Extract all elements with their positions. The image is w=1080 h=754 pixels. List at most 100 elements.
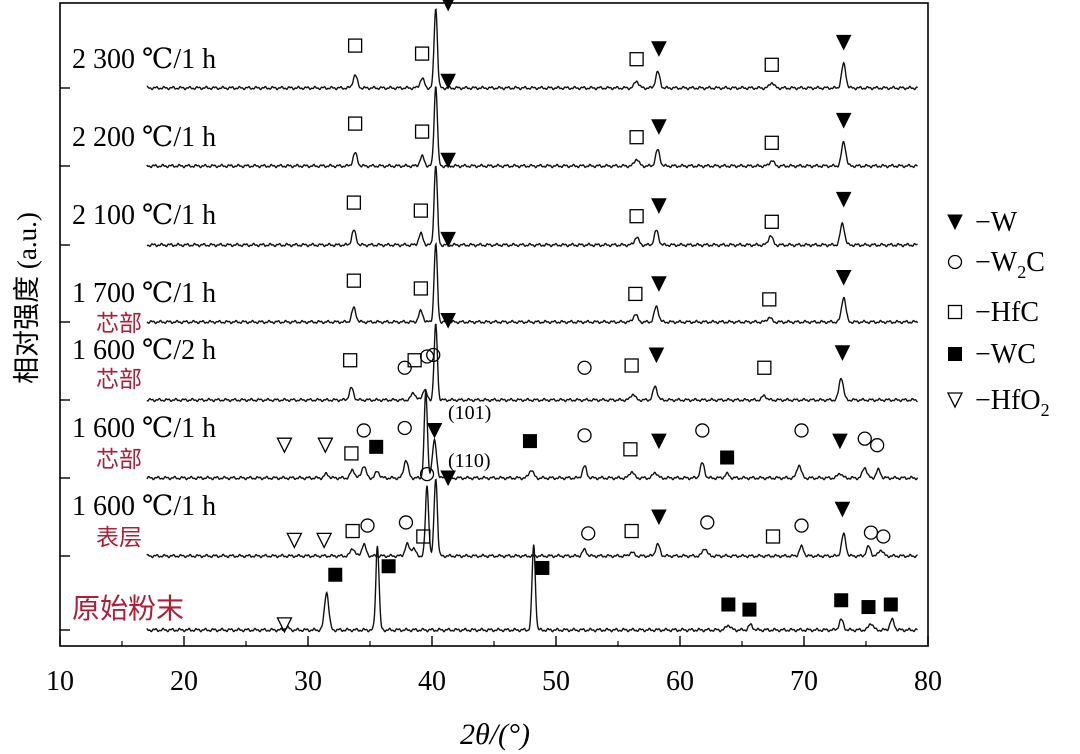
- phase-marker-w: [440, 73, 456, 90]
- phase-marker-hfc: [629, 209, 644, 224]
- phase-marker-wc: [742, 602, 757, 617]
- x-tick-label: 50: [542, 666, 570, 697]
- x-axis-label: 2θ/(°): [460, 718, 530, 751]
- phase-marker-w2c: [360, 518, 375, 533]
- phase-marker-hfc: [414, 46, 430, 61]
- phase-marker-hfc: [413, 203, 428, 218]
- phase-marker-w: [651, 276, 667, 292]
- legend-label: −HfC: [975, 297, 1039, 328]
- phase-marker-hfc: [764, 57, 779, 72]
- phase-marker-w2c: [870, 438, 885, 453]
- phase-marker-hfc: [624, 523, 639, 539]
- phase-marker-hfo2: [276, 437, 293, 454]
- phase-marker-w: [835, 34, 852, 51]
- xrd-trace: [146, 478, 918, 559]
- phase-marker-w: [426, 422, 443, 439]
- annotation-101: (101): [448, 402, 491, 424]
- trace-label: 2 100 ℃/1 h: [72, 200, 216, 231]
- legend-label: −WC: [975, 339, 1036, 370]
- xrd-trace: [146, 8, 918, 91]
- annotation-110: (110): [448, 450, 491, 472]
- phase-marker-hfo2: [316, 532, 333, 549]
- phase-marker-hfc: [414, 124, 430, 139]
- phase-marker-wc: [535, 560, 550, 575]
- phase-marker-w2c: [356, 423, 371, 438]
- trace-label: 原始粉末: [72, 593, 184, 625]
- phase-marker-wc: [369, 439, 384, 454]
- phase-marker-hfo2: [317, 437, 334, 454]
- trace-label: 1 600 ℃/2 h: [72, 335, 216, 366]
- xrd-trace: [146, 544, 918, 633]
- x-tick-label: 40: [418, 666, 446, 697]
- phase-marker-hfc: [344, 446, 359, 461]
- phase-marker-w: [835, 191, 852, 208]
- phase-marker-w: [651, 41, 667, 57]
- phase-marker-w: [440, 152, 456, 169]
- phase-marker-w: [651, 433, 667, 450]
- phase-marker-w2c: [794, 518, 809, 533]
- phase-marker-hfc: [629, 130, 644, 145]
- phase-marker-w: [834, 345, 851, 361]
- phase-marker-w2c: [700, 515, 715, 530]
- xrd-trace: [146, 86, 918, 169]
- phase-marker-wc: [720, 450, 735, 465]
- x-axis-ticks: 10 20 30 40 50 60 70 80: [46, 636, 942, 697]
- trace-label: 1 600 ℃/1 h: [72, 413, 216, 444]
- phase-marker-hfc: [629, 52, 644, 67]
- xrd-trace: [146, 323, 918, 403]
- phase-marker-hfc: [628, 286, 643, 302]
- trace-label-group: 2 300 ℃/1 h 2 200 ℃/1 h 2 100 ℃/1 h 1 700 ℃…: [72, 44, 216, 625]
- phase-marker-hfc: [345, 523, 360, 539]
- phase-marker-hfc: [765, 529, 781, 544]
- phase-marker-w2c: [876, 529, 891, 544]
- x-tick-label: 30: [294, 666, 322, 697]
- legend: −W −W2C −HfC −WC −HfO2: [946, 207, 1050, 420]
- x-tick-label: 10: [46, 666, 74, 697]
- phase-marker-hfc: [346, 273, 362, 288]
- phase-marker-w2c: [419, 349, 435, 364]
- legend-item-hfc: −HfC: [947, 297, 1039, 328]
- phase-marker-w: [440, 231, 456, 248]
- phase-marker-w2c: [863, 525, 879, 540]
- legend-item-w: −W: [947, 207, 1018, 238]
- phase-marker-w2c: [577, 428, 592, 443]
- phase-marker-w2c: [419, 466, 435, 482]
- trace-sublabel: 芯部: [96, 447, 142, 472]
- phase-marker-wc: [328, 567, 343, 582]
- trace-label: 1 700 ℃/1 h: [72, 278, 216, 309]
- phase-marker-hfc: [343, 353, 358, 368]
- xrd-trace: [146, 165, 918, 248]
- phase-marker-w: [835, 270, 852, 286]
- phase-marker-hfc: [347, 38, 363, 53]
- phase-marker-w2c: [577, 360, 592, 375]
- phase-marker-hfc: [624, 358, 639, 373]
- phase-marker-w: [651, 198, 667, 214]
- phase-marker-wc: [721, 597, 736, 612]
- legend-marker-w: [947, 214, 963, 231]
- x-tick-label: 80: [914, 666, 942, 697]
- legend-item-wc: −WC: [948, 339, 1036, 370]
- trace-label: 2 300 ℃/1 h: [72, 44, 216, 75]
- phase-marker-hfc: [757, 360, 772, 375]
- phase-marker-w2c: [398, 515, 414, 530]
- phase-marker-w: [440, 470, 456, 487]
- phase-marker-w: [834, 501, 851, 518]
- x-tick-label: 20: [170, 666, 198, 697]
- xrd-trace: [146, 390, 919, 481]
- trace-group: [60, 0, 919, 634]
- phase-marker-w2c: [397, 360, 412, 375]
- legend-label: −W2C: [975, 247, 1045, 282]
- phase-marker-w: [442, 0, 454, 12]
- trace-label: 2 200 ℃/1 h: [72, 122, 216, 153]
- x-tick-label: 70: [790, 666, 818, 697]
- phase-marker-wc: [834, 593, 849, 608]
- phase-marker-w: [648, 347, 665, 364]
- phase-marker-hfc: [416, 529, 431, 544]
- legend-item-w2c: −W2C: [947, 247, 1045, 282]
- phase-marker-w2c: [426, 347, 441, 363]
- legend-item-hfo2: −HfO2: [946, 385, 1050, 420]
- plot-frame: [59, 2, 929, 647]
- phase-marker-w2c: [857, 431, 872, 446]
- phase-marker-w2c: [794, 423, 809, 438]
